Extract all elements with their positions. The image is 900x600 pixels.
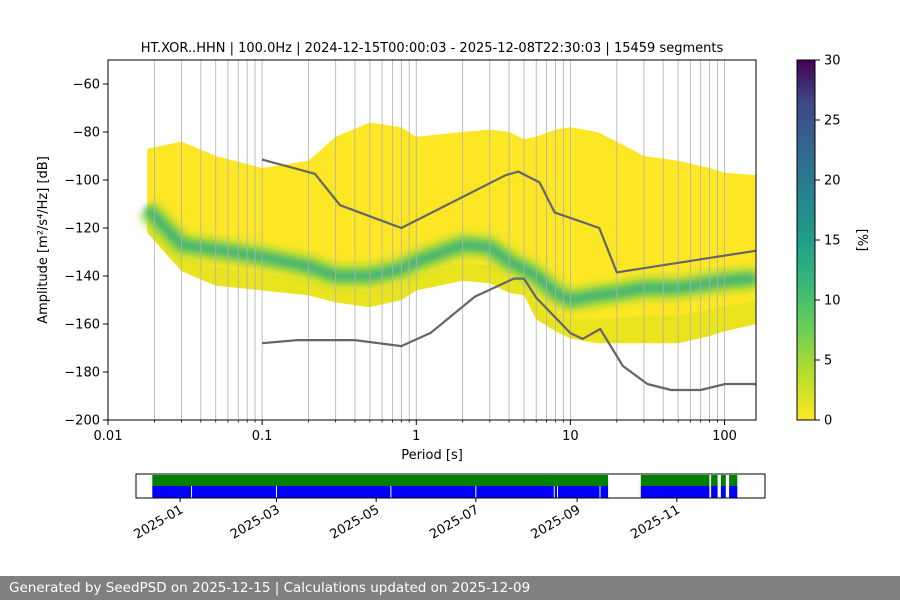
timeline-segment-availability xyxy=(720,475,726,486)
timeline-segment-availability xyxy=(729,475,738,486)
y-tick-label: −160 xyxy=(64,318,100,333)
y-tick-label: −180 xyxy=(64,366,100,381)
timeline-frame xyxy=(135,473,766,499)
y-axis-label: Amplitude [m²/s⁴/Hz] [dB] xyxy=(36,156,51,324)
colorbar-tick-label: 0 xyxy=(824,414,832,429)
colorbar-tick-label: 25 xyxy=(824,114,841,129)
y-tick-label: −80 xyxy=(73,126,100,141)
colorbar-tick-label: 15 xyxy=(824,234,841,249)
x-tick-label: 100 xyxy=(712,429,737,444)
timeline-tick-label: 2025-01 xyxy=(132,502,187,542)
chart-figure: HT.XOR..HHN | 100.0Hz | 2024-12-15T00:00… xyxy=(36,41,869,543)
y-tick-label: −100 xyxy=(64,174,100,189)
vertical-grid xyxy=(108,60,725,420)
density-lower-band xyxy=(147,220,756,344)
x-axis: 0.01 0.1 1 10 100 xyxy=(94,420,737,444)
timeline-tick-label: 2025-09 xyxy=(529,502,584,542)
footer-bar: Generated by SeedPSD on 2025-12-15 | Cal… xyxy=(0,576,900,600)
series-line-nhnm xyxy=(261,158,756,274)
timeline-segment-coverage xyxy=(720,486,726,498)
timeline-segment-coverage xyxy=(640,486,710,498)
timeline-segment-coverage xyxy=(152,486,609,498)
colorbar-label: [%] xyxy=(854,229,869,252)
plot-frame xyxy=(107,59,757,421)
colorbar-ticks: 0 5 10 15 20 25 30 xyxy=(815,54,841,429)
series-line-nlnm xyxy=(262,277,756,392)
y-axis: −200 −180 −160 −140 −120 −100 −80 −60 xyxy=(64,78,108,429)
x-tick-label: 1 xyxy=(412,429,420,444)
timeline-tick-label: 2025-03 xyxy=(228,502,283,542)
colorbar-tick-label: 20 xyxy=(824,174,841,189)
timeline-tick-label: 2025-05 xyxy=(328,502,383,542)
colorbar xyxy=(796,59,816,421)
y-tick-label: −140 xyxy=(64,270,100,285)
chart-title: HT.XOR..HHN | 100.0Hz | 2024-12-15T00:00… xyxy=(141,41,724,56)
timeline-chart: 2025-01 2025-03 2025-05 2025-07 2025-09 2025-… xyxy=(132,473,766,543)
timeline-segment-availability xyxy=(711,475,718,486)
timeline-tick-label: 2025-07 xyxy=(427,502,482,542)
timeline-segment-availability xyxy=(152,475,609,486)
x-axis-label: Period [s] xyxy=(401,448,463,463)
colorbar-tick-label: 10 xyxy=(824,294,841,309)
y-tick-label: −200 xyxy=(64,414,100,429)
y-tick-label: −120 xyxy=(64,222,100,237)
timeline-tick-label: 2025-11 xyxy=(628,502,683,542)
y-tick-label: −60 xyxy=(73,78,100,93)
timeline-segment-availability xyxy=(640,475,710,486)
x-tick-label: 0.1 xyxy=(252,429,273,444)
x-tick-label: 0.01 xyxy=(94,429,123,444)
colorbar-tick-label: 30 xyxy=(824,54,841,69)
noise-models xyxy=(261,158,756,392)
x-tick-label: 10 xyxy=(562,429,579,444)
timeline-segment-coverage xyxy=(729,486,738,498)
footer-text: Generated by SeedPSD on 2025-12-15 | Cal… xyxy=(9,580,531,596)
timeline-segment-coverage xyxy=(711,486,718,498)
colorbar-tick-label: 5 xyxy=(824,354,832,369)
